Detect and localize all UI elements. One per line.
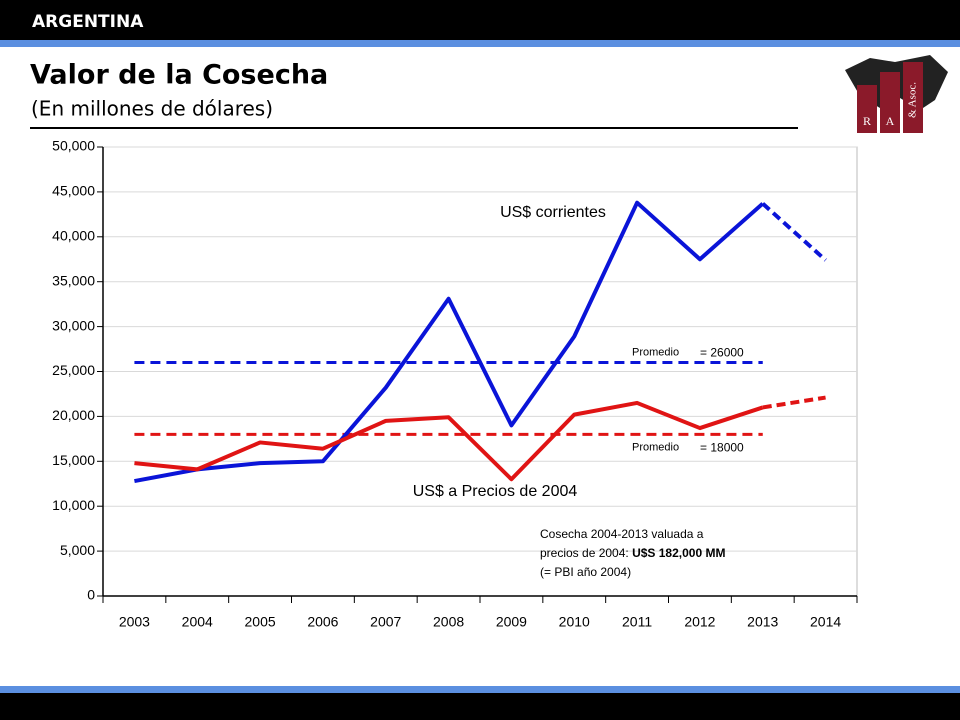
y-tick-label: 5,000 xyxy=(60,542,95,558)
series-line xyxy=(134,400,764,482)
series-projection xyxy=(761,202,827,262)
x-tick-label: 2014 xyxy=(810,614,841,630)
x-tick-label: 2003 xyxy=(119,614,150,630)
logo-block xyxy=(880,72,900,133)
x-tick-label: 2009 xyxy=(496,614,527,630)
logo-letter: R xyxy=(863,114,871,128)
x-tick-label: 2011 xyxy=(622,614,652,630)
logo-letter: & Asoc. xyxy=(907,82,919,118)
logo: R A & Asoc. xyxy=(845,55,948,133)
subtitle: (En millones de dólares) xyxy=(31,97,273,121)
logo-letter: A xyxy=(886,114,895,128)
x-tick-label: 2013 xyxy=(747,614,778,630)
top-stripe xyxy=(0,40,960,47)
y-tick-label: 15,000 xyxy=(52,452,95,468)
country: ARGENTINA xyxy=(32,12,144,32)
average-value: = 18000 xyxy=(700,441,744,455)
series-line xyxy=(134,200,765,484)
x-tick-label: 2012 xyxy=(684,614,715,630)
average-label: Promedio xyxy=(632,441,679,453)
series-label: US$ corrientes xyxy=(500,204,606,221)
logo-block xyxy=(903,62,923,133)
bottom-bar xyxy=(0,693,960,720)
x-tick-label: 2007 xyxy=(370,614,401,630)
note-line: precios de 2004: U$S 182,000 MM xyxy=(540,546,725,560)
series-projection xyxy=(762,395,826,410)
x-tick-label: 2005 xyxy=(245,614,276,630)
y-tick-label: 45,000 xyxy=(52,183,95,199)
x-tick-label: 2004 xyxy=(182,614,213,630)
x-tick-label: 2006 xyxy=(307,614,338,630)
y-tick-label: 25,000 xyxy=(52,362,95,378)
note-line: (= PBI año 2004) xyxy=(540,565,631,579)
bottom-stripe xyxy=(0,686,960,693)
y-tick-label: 35,000 xyxy=(52,272,95,288)
y-tick-label: 50,000 xyxy=(52,138,95,154)
y-tick-label: 10,000 xyxy=(52,497,95,513)
x-tick-label: 2008 xyxy=(433,614,464,630)
x-tick-label: 2010 xyxy=(559,614,590,630)
average-label: Promedio xyxy=(632,346,679,358)
average-value: = 26000 xyxy=(700,346,744,360)
logo-block xyxy=(857,85,877,133)
chart: 0 5,000 10,000 15,000 20,000 25,000 30,000 35,0… xyxy=(52,138,858,630)
y-tick-label: 20,000 xyxy=(52,407,95,423)
title: Valor de la Cosecha xyxy=(30,60,328,91)
y-tick-label: 30,000 xyxy=(52,317,95,333)
y-tick-label: 0 xyxy=(87,587,95,603)
note-emphasis: U$S 182,000 MM xyxy=(632,546,725,560)
series-label: US$ a Precios de 2004 xyxy=(413,483,578,500)
note-line: Cosecha 2004-2013 valuada a xyxy=(540,527,704,541)
y-tick-label: 40,000 xyxy=(52,228,95,244)
top-bar xyxy=(0,0,960,40)
note-text: precios de 2004: xyxy=(540,546,632,560)
